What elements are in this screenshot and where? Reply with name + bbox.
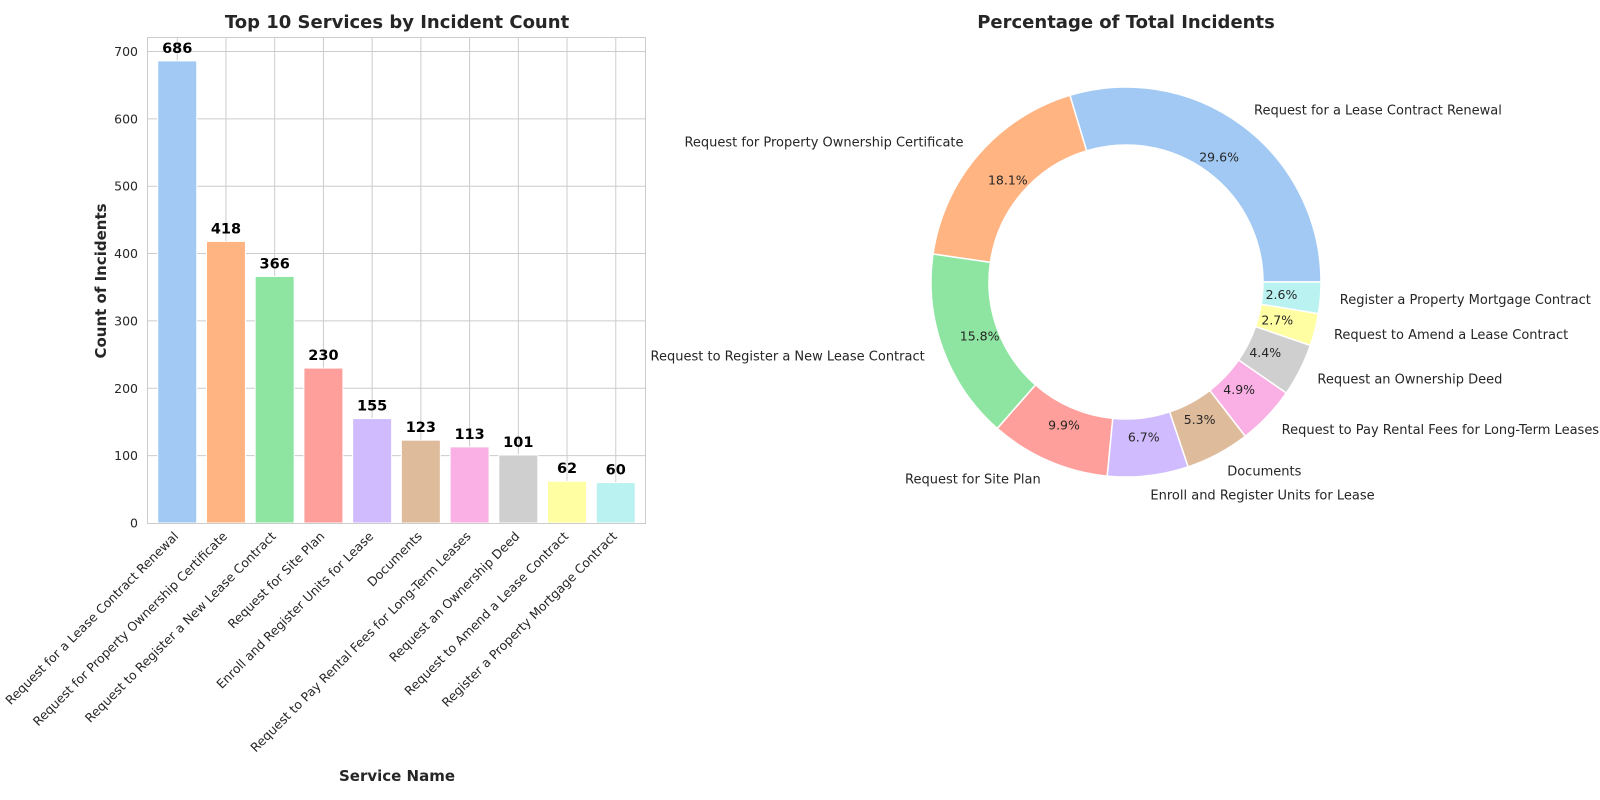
x-axis-label: Service Name <box>339 767 455 785</box>
donut-category-label: Request for a Lease Contract Renewal <box>1254 103 1502 118</box>
donut-chart: Percentage of Total Incidents Request fo… <box>651 12 1600 504</box>
y-tick-label: 700 <box>114 44 138 59</box>
donut-percent-label: 2.7% <box>1261 313 1293 328</box>
y-axis-label: Count of Incidents <box>92 203 110 358</box>
bar-chart-title: Top 10 Services by Incident Count <box>225 12 570 33</box>
bar <box>449 446 490 524</box>
donut-chart-title: Percentage of Total Incidents <box>977 12 1275 33</box>
bar <box>157 60 198 524</box>
donut-percent-label: 5.3% <box>1184 412 1216 427</box>
y-tick-label: 400 <box>114 246 138 261</box>
donut-category-label: Request an Ownership Deed <box>1317 372 1502 387</box>
donut-percent-label: 18.1% <box>988 173 1028 188</box>
donut-category-label: Request for Property Ownership Certifica… <box>684 135 963 150</box>
donut-category-label: Request to Pay Rental Fees for Long-Term… <box>1282 423 1600 438</box>
bar <box>205 240 246 524</box>
x-tick-label: Request for a Lease Contract Renewal <box>2 529 181 708</box>
y-tick-label: 500 <box>114 179 138 194</box>
bar-value-label: 113 <box>454 427 484 443</box>
x-tick-label: Request to Register a New Lease Contract <box>82 528 279 725</box>
bar <box>498 454 539 524</box>
bar-value-label: 366 <box>260 256 290 272</box>
bar-value-label: 155 <box>357 399 387 415</box>
donut-slice <box>1260 281 1322 315</box>
donut-percent-labels: 29.6% 18.1% 15.8% 9.9% 6.7% 5.3% 4.9% 4.4% 2.7% 2… <box>960 149 1298 444</box>
y-tick-label: 200 <box>114 381 138 396</box>
bar <box>595 482 636 524</box>
y-tick-label: 300 <box>114 313 138 328</box>
y-tick-labels: 0 100 200 300 400 500 600 700 <box>114 44 138 531</box>
donut-percent-label: 9.9% <box>1048 418 1080 433</box>
bar <box>303 367 344 524</box>
y-tick-label: 0 <box>130 516 138 531</box>
bar-value-label: 123 <box>406 420 436 436</box>
bar-value-label: 230 <box>308 348 338 364</box>
donut-slices <box>930 86 1322 478</box>
donut-category-label: Request for Site Plan <box>905 472 1041 487</box>
bar-value-label: 60 <box>606 463 626 479</box>
bar <box>352 418 393 524</box>
x-tick-label: Register a Property Mortgage Contract <box>439 528 620 709</box>
donut-category-label: Documents <box>1227 465 1301 480</box>
donut-category-label: Enroll and Register Units for Lease <box>1150 489 1374 504</box>
y-tick-label: 100 <box>114 448 138 463</box>
donut-category-label: Request to Register a New Lease Contract <box>651 350 925 365</box>
donut-percent-label: 15.8% <box>960 328 1000 343</box>
bar-value-label: 418 <box>211 221 241 237</box>
x-tick-label: Request to Pay Rental Fees for Long-Term… <box>247 529 473 755</box>
donut-percent-label: 6.7% <box>1128 429 1160 444</box>
x-tick-label: Request for Property Ownership Certifica… <box>30 528 231 729</box>
x-tick-label: Request for Site Plan <box>225 529 328 632</box>
bar-value-label: 101 <box>503 435 533 451</box>
donut-percent-label: 4.4% <box>1249 345 1281 360</box>
donut-slice <box>1068 86 1322 283</box>
y-tick-label: 600 <box>114 111 138 126</box>
x-tick-labels: Request for a Lease Contract RenewalRequ… <box>2 528 620 755</box>
bar-chart: Top 10 Services by Incident Count 686 418… <box>2 12 646 785</box>
donut-category-label: Register a Property Mortgage Contract <box>1340 293 1591 308</box>
donut-category-labels: Request for a Lease Contract Renewal Requ… <box>651 103 1600 503</box>
bar <box>400 439 441 524</box>
donut-percent-label: 4.9% <box>1223 382 1255 397</box>
bar-value-labels: 686 418 366 230 155 123 113 101 62 60 <box>162 41 626 479</box>
donut-category-label: Request to Amend a Lease Contract <box>1334 328 1568 343</box>
bar-chart-bars <box>157 60 636 524</box>
bar <box>254 275 295 524</box>
bar <box>547 480 588 524</box>
bar-value-label: 686 <box>162 41 192 57</box>
donut-percent-label: 29.6% <box>1199 149 1239 164</box>
donut-percent-label: 2.6% <box>1266 287 1298 302</box>
bar-chart-frame <box>147 37 646 524</box>
bar-value-label: 62 <box>557 461 577 477</box>
